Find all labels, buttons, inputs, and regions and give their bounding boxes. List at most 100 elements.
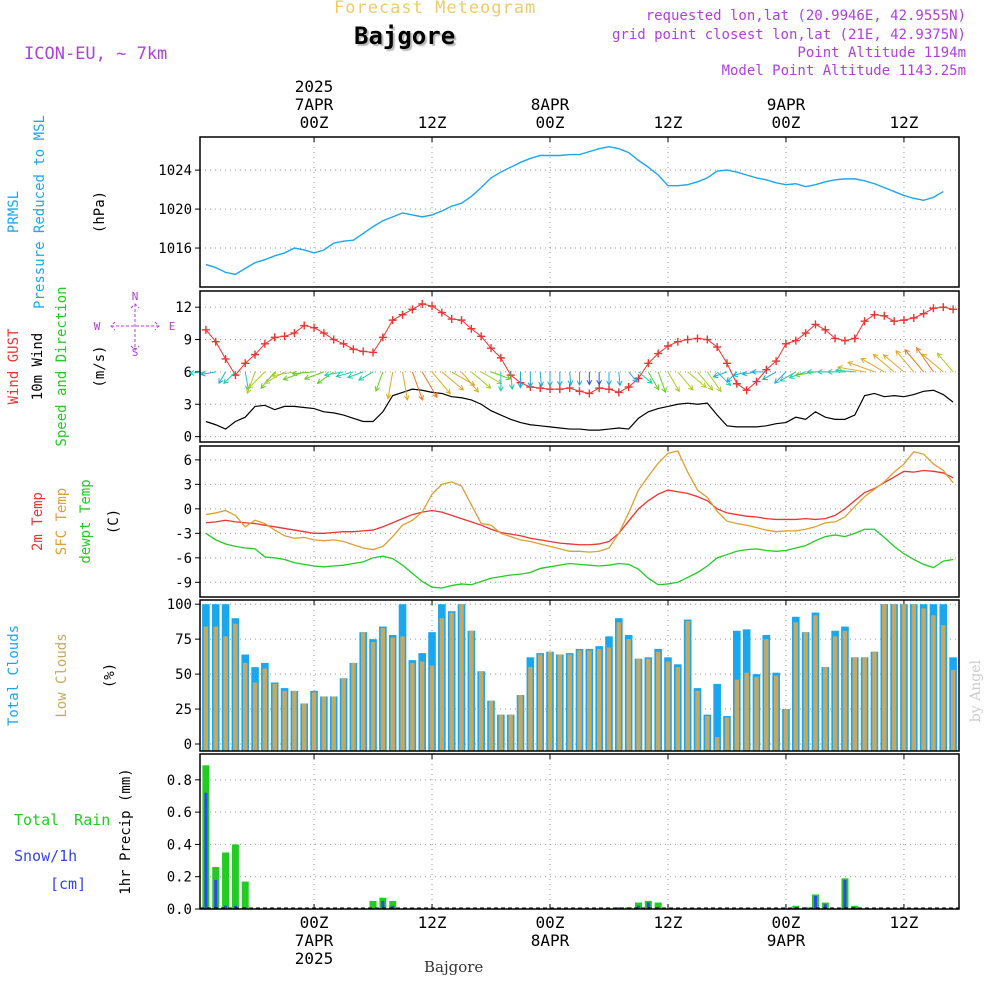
wind-direction-arrow: [628, 371, 638, 383]
location-title: Bajgore: [354, 22, 456, 50]
gust-marker: [939, 303, 948, 312]
gust-marker: [251, 350, 260, 359]
y-tick-label: 75: [175, 632, 192, 648]
gust-marker: [585, 389, 594, 398]
low-cloud-bar: [665, 661, 671, 751]
y-tick-label: 1016: [158, 241, 192, 257]
low-cloud-bar: [764, 639, 769, 751]
gust-marker: [447, 315, 456, 324]
low-cloud-bar: [744, 672, 749, 751]
gust-marker: [791, 336, 800, 345]
top-time-label: 12Z: [889, 113, 918, 132]
top-time-label: 9APR: [767, 95, 806, 114]
temp-line-sfc: [205, 450, 954, 553]
top-time-label: 12Z: [654, 113, 683, 132]
y-tick-label: 0: [184, 430, 192, 446]
top-time-label: 00Z: [536, 113, 565, 132]
gust-marker: [300, 321, 309, 330]
gust-marker: [929, 304, 938, 313]
clouds-frame: [199, 599, 960, 752]
wind-direction-arrow: [895, 349, 915, 373]
gust-marker: [536, 384, 545, 393]
wind-direction-arrow: [882, 354, 905, 373]
low-cloud-bar: [331, 696, 336, 751]
gust-marker: [437, 308, 446, 317]
gust-marker: [604, 385, 613, 394]
gust-marker: [369, 348, 378, 357]
low-cloud-bar: [518, 695, 523, 751]
gust-marker: [693, 334, 702, 343]
low-cloud-bar: [282, 690, 287, 751]
low-cloud-bar: [469, 630, 474, 751]
wind-direction-arrow: [774, 371, 787, 384]
wind-direction-arrow: [260, 371, 276, 389]
low-cloud-bar: [734, 679, 740, 751]
gust-marker: [378, 333, 387, 342]
gust-marker: [732, 379, 741, 388]
low-cloud-bar: [901, 604, 907, 751]
low-cloud-bar: [203, 626, 209, 751]
wind-direction-arrow: [836, 365, 865, 373]
wind-direction-arrow: [557, 371, 563, 387]
legend-snow: Snow/1h: [14, 847, 77, 865]
gust-marker: [821, 325, 830, 334]
pressure-frame: [199, 136, 960, 288]
rain-bar: [231, 844, 239, 909]
low-cloud-bar: [459, 604, 464, 751]
wind-direction-arrow: [421, 371, 438, 399]
snow-bar: [224, 905, 228, 909]
top-time-label: 7APR: [295, 95, 334, 114]
low-cloud-bar: [636, 658, 641, 751]
gust-marker: [772, 357, 781, 366]
bottom-time-label: 00Z: [300, 913, 329, 932]
y-tick-label: 3: [184, 397, 192, 413]
rain-bar: [792, 905, 800, 909]
wind-direction-arrow: [508, 371, 515, 391]
legend-snow-unit: [cm]: [50, 875, 86, 893]
wind-direction-arrow: [779, 371, 797, 382]
wind-direction-arrow: [247, 371, 266, 389]
low-cloud-bar: [931, 615, 936, 751]
wind-direction-arrow: [647, 371, 660, 391]
wind-direction-arrow: [847, 361, 875, 373]
gust-marker: [634, 374, 643, 383]
y-tick-label: 3: [184, 477, 192, 493]
wind-direction-arrow: [834, 367, 855, 374]
wind-direction-arrow: [547, 371, 553, 387]
low-cloud-bar: [803, 632, 808, 751]
low-cloud-bar: [262, 668, 268, 751]
ylabel-wind-3: (m/s): [92, 345, 108, 387]
low-cloud-bar: [754, 676, 759, 751]
ylabel-temperature-1: SFC Temp: [54, 488, 70, 555]
low-cloud-bar: [950, 669, 956, 751]
wind-direction-arrow: [860, 358, 885, 373]
low-cloud-bar: [252, 682, 258, 751]
low-cloud-bar: [498, 714, 504, 751]
rain-bar: [389, 900, 397, 909]
compass-s: S: [132, 346, 139, 359]
wind-direction-arrow: [223, 371, 236, 385]
low-cloud-bar: [832, 636, 838, 751]
low-cloud-bar: [655, 651, 661, 751]
low-cloud-bar: [705, 716, 710, 751]
snow-bar: [391, 905, 395, 909]
low-cloud-bar: [311, 692, 317, 751]
compass-e: E: [169, 320, 176, 333]
gust-marker: [280, 332, 289, 341]
wind-direction-arrow: [538, 371, 544, 388]
point-altitude: Point Altitude 1194m: [797, 45, 966, 61]
gust-marker: [673, 337, 682, 346]
snow-bar: [617, 907, 621, 909]
y-tick-label: 50: [175, 667, 192, 683]
y-tick-label: 9: [184, 333, 192, 349]
ylabel-pressure-1: Pressure Reduced to MSL: [32, 115, 48, 309]
low-cloud-bar: [390, 637, 395, 751]
gust-marker: [890, 317, 899, 326]
temperature-frame: [199, 445, 960, 598]
snow-bar: [843, 879, 847, 909]
gust-marker: [722, 359, 731, 368]
precip-frame: [199, 753, 960, 910]
gust-marker: [388, 316, 397, 325]
